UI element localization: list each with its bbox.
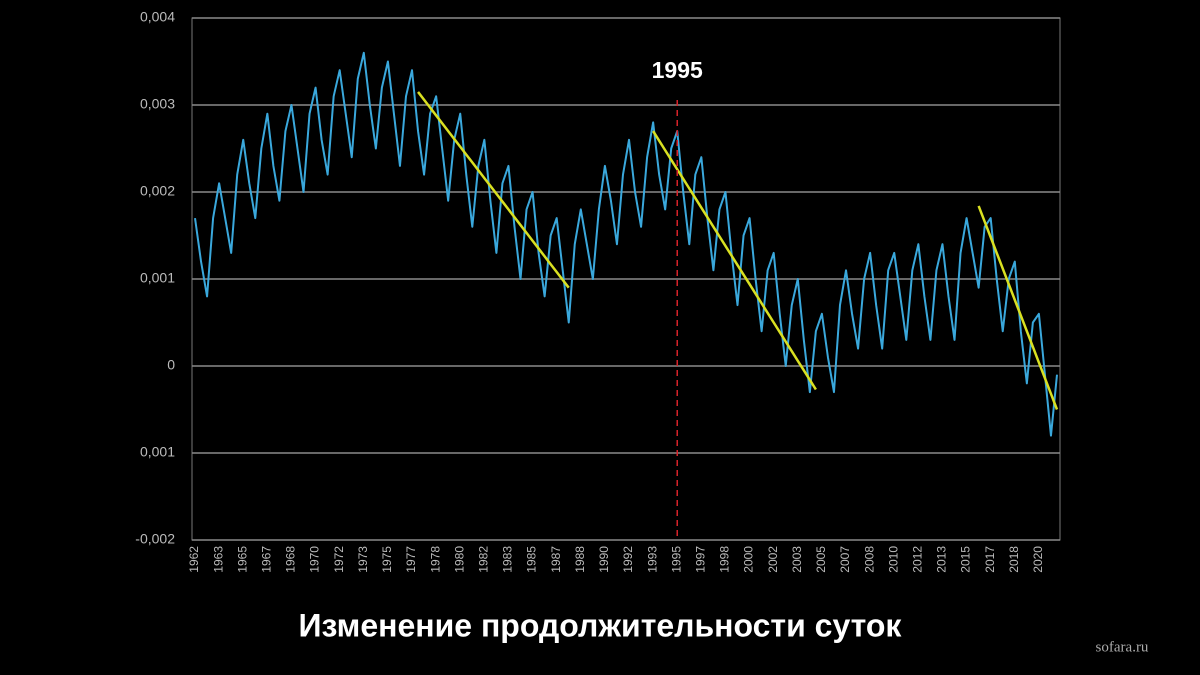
y-tick-label: 0,001 bbox=[140, 444, 175, 460]
y-tick-label: 0,002 bbox=[140, 183, 175, 199]
x-tick-label: 1968 bbox=[284, 546, 298, 573]
trend-line bbox=[977, 205, 1059, 410]
x-tick-label: 2005 bbox=[814, 546, 828, 573]
x-tick-label: 2013 bbox=[935, 546, 949, 573]
x-tick-label: 1973 bbox=[356, 546, 370, 573]
x-tick-label: 2012 bbox=[911, 546, 925, 573]
x-tick-label: 1967 bbox=[260, 546, 274, 573]
x-tick-label: 1963 bbox=[211, 546, 225, 573]
marker-label: 1995 bbox=[652, 57, 703, 83]
y-tick-label: -0,002 bbox=[135, 531, 175, 547]
x-tick-label: 1983 bbox=[501, 546, 515, 573]
x-tick-label: 2010 bbox=[886, 546, 900, 573]
x-tick-label: 1972 bbox=[332, 546, 346, 573]
x-tick-label: 2003 bbox=[790, 546, 804, 573]
x-tick-label: 1990 bbox=[597, 546, 611, 573]
x-tick-label: 1970 bbox=[308, 546, 322, 573]
x-tick-label: 1975 bbox=[380, 546, 394, 573]
x-tick-label: 2018 bbox=[1007, 546, 1021, 573]
x-tick-label: 1993 bbox=[645, 546, 659, 573]
watermark: sofara.ru bbox=[1096, 639, 1149, 655]
x-tick-label: 1982 bbox=[477, 546, 491, 573]
x-tick-label: 1985 bbox=[525, 546, 539, 573]
y-tick-label: 0,004 bbox=[140, 9, 175, 25]
trend-line bbox=[417, 91, 570, 289]
x-tick-label: 2008 bbox=[862, 546, 876, 573]
x-tick-label: 1962 bbox=[187, 546, 201, 573]
y-tick-label: 0,003 bbox=[140, 96, 175, 112]
chart-title: Изменение продолжительности суток bbox=[299, 607, 903, 643]
x-tick-label: 1977 bbox=[404, 546, 418, 573]
trend-line bbox=[652, 130, 817, 391]
x-tick-label: 1987 bbox=[549, 546, 563, 573]
x-tick-label: 1997 bbox=[694, 546, 708, 573]
y-tick-label: 0 bbox=[167, 357, 175, 373]
x-tick-label: 1980 bbox=[452, 546, 466, 573]
x-tick-label: 2020 bbox=[1031, 546, 1045, 573]
data-line bbox=[194, 51, 1058, 437]
x-tick-label: 1978 bbox=[428, 546, 442, 573]
x-tick-label: 2007 bbox=[838, 546, 852, 573]
x-tick-label: 2015 bbox=[959, 546, 973, 573]
x-tick-label: 1998 bbox=[718, 546, 732, 573]
x-tick-label: 1992 bbox=[621, 546, 635, 573]
x-tick-label: 1995 bbox=[669, 546, 683, 573]
y-tick-label: 0,001 bbox=[140, 270, 175, 286]
x-tick-label: 2000 bbox=[742, 546, 756, 573]
x-tick-label: 2017 bbox=[983, 546, 997, 573]
x-tick-label: 1965 bbox=[235, 546, 249, 573]
x-tick-label: 2002 bbox=[766, 546, 780, 573]
x-tick-label: 1988 bbox=[573, 546, 587, 573]
